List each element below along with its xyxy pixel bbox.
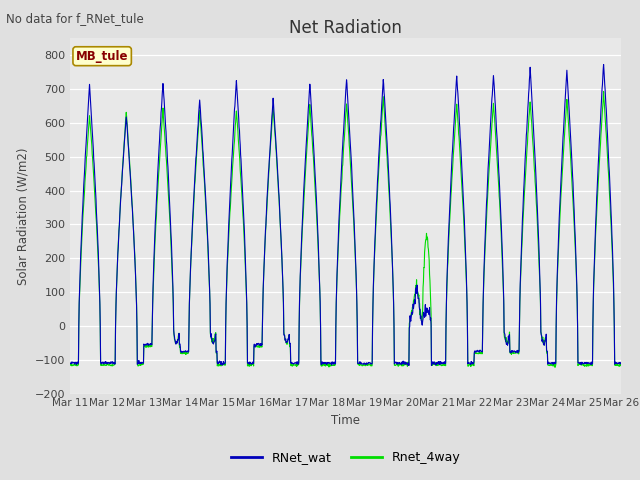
- X-axis label: Time: Time: [331, 414, 360, 427]
- Y-axis label: Solar Radiation (W/m2): Solar Radiation (W/m2): [17, 147, 29, 285]
- Text: MB_tule: MB_tule: [76, 50, 129, 63]
- Legend: RNet_wat, Rnet_4way: RNet_wat, Rnet_4way: [226, 446, 465, 469]
- Title: Net Radiation: Net Radiation: [289, 19, 402, 37]
- Text: No data for f_RNet_tule: No data for f_RNet_tule: [6, 12, 144, 25]
